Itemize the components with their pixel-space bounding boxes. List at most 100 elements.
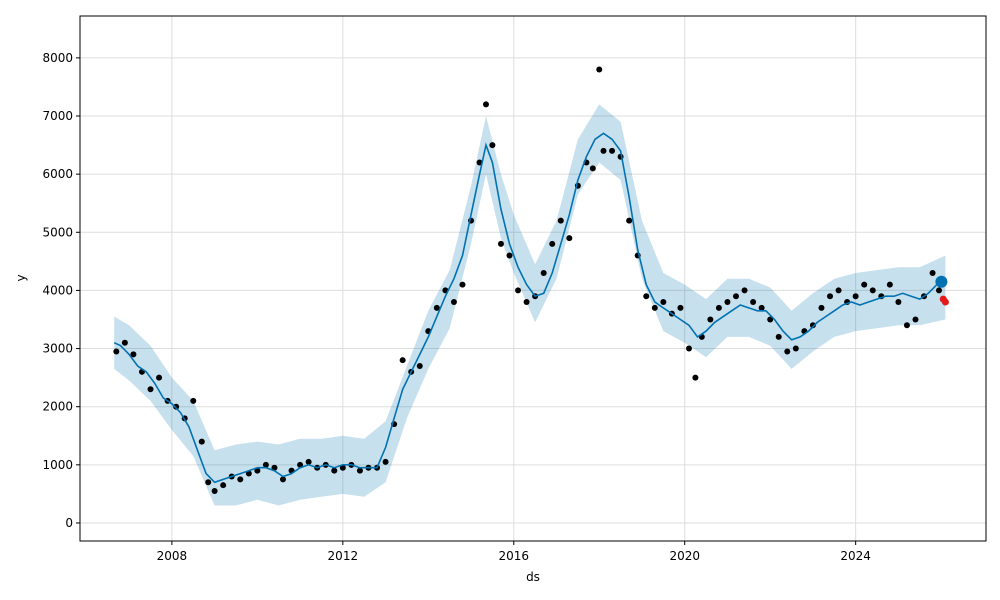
observed-point (113, 348, 120, 355)
observed-point (399, 357, 406, 364)
observed-point (237, 476, 244, 483)
observed-point (147, 386, 154, 393)
y-tick-label: 3000 (42, 342, 73, 356)
observed-point (156, 374, 163, 381)
observed-point (497, 240, 504, 247)
observed-point (724, 299, 731, 306)
observed-point (549, 240, 556, 247)
observed-point (450, 299, 457, 306)
observed-point (198, 438, 205, 445)
observed-point (211, 488, 218, 494)
observed-point (305, 458, 312, 465)
highlight-points-layer (939, 295, 949, 306)
observed-point (935, 287, 942, 294)
observed-point (792, 345, 799, 352)
y-axis-ticks: 0 1000 2000 3000 4000 5000 6000 7000 8000 (42, 51, 80, 530)
observed-point (121, 339, 128, 346)
observed-point (643, 293, 650, 300)
observed-point (557, 217, 564, 224)
forecast-line (113, 132, 946, 484)
observed-point (827, 293, 834, 300)
observed-point (489, 142, 496, 149)
observed-point (861, 281, 868, 288)
y-tick-label: 1000 (42, 458, 73, 472)
uncertainty-band-layer (114, 104, 946, 506)
observed-point (600, 147, 607, 154)
observed-point (245, 470, 252, 477)
x-tick-label: 2008 (157, 549, 188, 563)
forecast-end-marker (935, 275, 948, 288)
grid-lines (80, 16, 986, 541)
observed-point (852, 293, 859, 300)
x-tick-label: 2016 (498, 549, 529, 563)
y-tick-label: 7000 (42, 109, 73, 123)
observed-point (758, 304, 765, 311)
y-axis-label: y (14, 274, 28, 281)
y-tick-label: 6000 (42, 167, 73, 181)
highlight-point (941, 298, 949, 306)
observed-point (523, 299, 530, 306)
plot-frame (79, 15, 987, 542)
observed-point (741, 287, 748, 294)
uncertainty-band (114, 104, 946, 506)
observed-point (262, 461, 269, 468)
observed-point (912, 316, 919, 323)
observed-point (297, 461, 304, 468)
observed-point (416, 363, 423, 369)
observed-point (767, 316, 774, 323)
observed-point (205, 479, 212, 486)
observed-point (715, 304, 722, 311)
observed-point (835, 287, 842, 294)
observed-point (707, 316, 714, 323)
observed-point (809, 322, 816, 329)
observed-point (895, 299, 902, 306)
observed-point (732, 293, 739, 300)
observed-point (886, 281, 893, 288)
y-tick-label: 8000 (42, 51, 73, 65)
observed-point (651, 304, 658, 311)
observed-point (540, 269, 547, 276)
observed-point (929, 269, 936, 276)
observed-point (173, 403, 180, 410)
observed-point (903, 322, 910, 329)
observed-point (190, 397, 197, 404)
y-tick-label: 0 (65, 516, 73, 530)
y-tick-label: 5000 (42, 225, 73, 239)
observed-point (589, 165, 596, 172)
observed-point (482, 101, 489, 108)
observed-point (677, 304, 684, 311)
observed-point (869, 287, 876, 294)
x-axis-label: ds (526, 570, 540, 584)
observed-point (271, 464, 278, 471)
observed-point (459, 281, 466, 288)
observed-point (609, 147, 616, 154)
y-tick-label: 4000 (42, 283, 73, 297)
observed-point (685, 345, 692, 352)
observed-point (660, 299, 667, 306)
observed-point (356, 467, 363, 474)
observed-point (566, 235, 573, 242)
observed-point (596, 66, 603, 73)
observed-point (220, 482, 227, 489)
forecast-line-layer (113, 132, 948, 484)
observed-points-layer (113, 66, 942, 494)
observed-point (339, 464, 346, 471)
x-tick-label: 2020 (669, 549, 700, 563)
observed-point (506, 252, 513, 259)
observed-point (331, 467, 338, 474)
x-tick-label: 2024 (840, 549, 871, 563)
observed-point (784, 348, 791, 355)
observed-point (626, 217, 633, 224)
observed-point (279, 476, 286, 483)
observed-point (692, 374, 699, 381)
observed-point (515, 287, 522, 294)
observed-point (775, 333, 782, 340)
observed-point (254, 467, 261, 474)
observed-point (818, 304, 825, 311)
observed-point (433, 304, 440, 311)
observed-point (130, 351, 137, 358)
x-axis-ticks: 2008 2012 2016 2020 2024 (157, 541, 871, 563)
y-tick-label: 2000 (42, 400, 73, 414)
x-tick-label: 2012 (328, 549, 359, 563)
